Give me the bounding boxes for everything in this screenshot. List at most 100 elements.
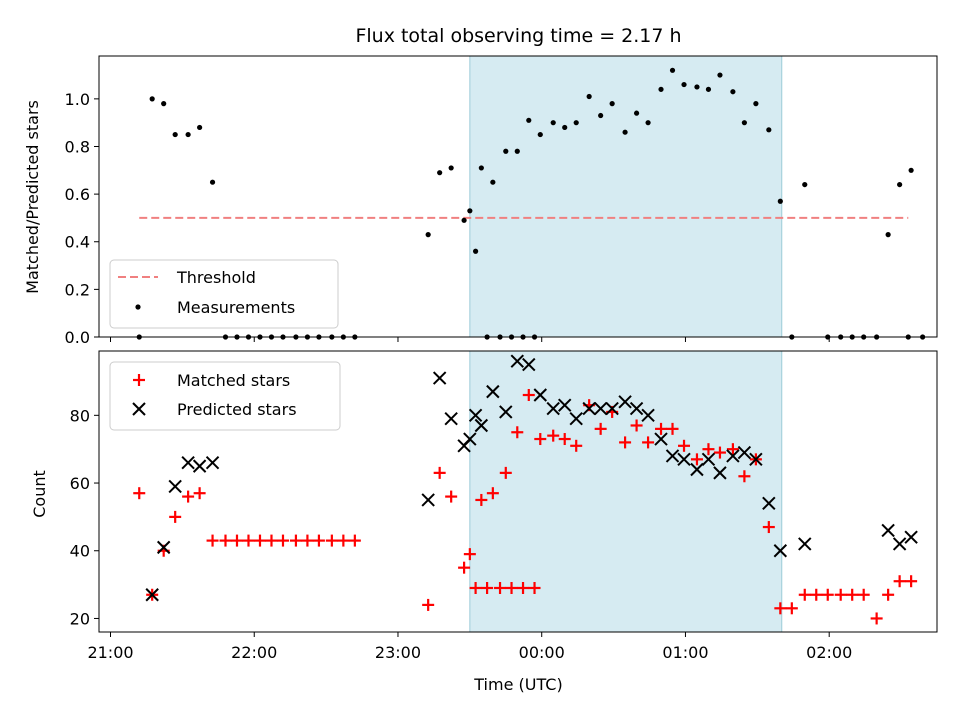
measurement-point xyxy=(490,179,496,185)
matched-star-point xyxy=(463,548,476,561)
measurement-point xyxy=(753,101,759,107)
top-y-tick-label: 0.4 xyxy=(65,233,90,252)
measurement-point xyxy=(694,84,700,90)
measurement-point xyxy=(586,93,592,100)
measurement-point xyxy=(766,127,772,133)
legend-measurements-swatch xyxy=(135,304,141,310)
matched-star-point xyxy=(219,534,232,547)
bottom-y-tick-label: 40 xyxy=(70,542,90,561)
measurement-point xyxy=(717,72,723,78)
matched-star-point xyxy=(481,581,494,594)
matched-star-point xyxy=(857,588,870,601)
matched-star-point xyxy=(433,466,446,479)
legend-predicted-swatch xyxy=(132,402,146,416)
measurement-point xyxy=(503,148,509,154)
matched-star-point xyxy=(547,429,560,442)
predicted-star-point xyxy=(726,449,740,463)
measurement-point xyxy=(730,89,736,95)
matched-star-point xyxy=(133,487,146,500)
predicted-star-point xyxy=(522,357,536,372)
matched-star-point xyxy=(469,581,482,594)
matched-star-point xyxy=(642,436,655,449)
top-y-tick-label: 0.6 xyxy=(65,185,90,204)
top-panel: 0.0 0.2 0.4 0.6 0.8 1.0 Matched/Predicted sta… xyxy=(23,55,938,347)
legend-matched-swatch xyxy=(133,374,145,386)
predicted-star-point xyxy=(798,537,812,551)
measurement-points xyxy=(136,67,926,340)
bottom-x-tick-label: 22:00 xyxy=(231,643,277,662)
measurement-point xyxy=(802,181,808,188)
matched-star-point xyxy=(528,581,541,594)
matched-star-point xyxy=(630,419,643,432)
top-y-tick-label: 0.8 xyxy=(65,137,90,156)
matched-star-point xyxy=(182,490,195,503)
matched-star-point xyxy=(265,534,278,547)
predicted-stars-points xyxy=(145,354,918,602)
predicted-star-point xyxy=(701,452,716,467)
bottom-legend-box xyxy=(109,361,341,431)
bottom-highlight-span xyxy=(469,350,783,633)
matched-star-point xyxy=(517,581,530,594)
matched-star-point xyxy=(619,436,632,449)
measurement-point xyxy=(437,170,443,176)
measurement-point xyxy=(598,112,604,119)
predicted-star-point xyxy=(762,496,776,511)
matched-star-point xyxy=(230,534,243,547)
bottom-legend: Matched stars Predicted stars xyxy=(109,361,341,431)
predicted-star-point xyxy=(558,398,572,412)
predicted-star-point xyxy=(605,401,619,416)
matched-star-point xyxy=(846,588,859,601)
measurement-point xyxy=(897,181,903,188)
x-axis-label: Time (UTC) xyxy=(473,675,562,694)
predicted-star-point xyxy=(463,432,477,446)
legend-matched-label: Matched stars xyxy=(177,371,290,390)
predicted-star-point xyxy=(892,537,907,551)
predicted-star-point xyxy=(737,445,752,460)
matched-star-point xyxy=(713,446,726,459)
measurement-point xyxy=(622,129,628,135)
matched-star-point xyxy=(655,422,668,435)
top-y-tick-label: 0.0 xyxy=(65,328,90,347)
top-chart-title: Flux total observing time = 2.17 h xyxy=(355,25,681,47)
predicted-star-point xyxy=(629,401,644,416)
predicted-star-point xyxy=(569,412,583,426)
matched-star-point xyxy=(882,588,895,601)
bottom-x-tick-label: 00:00 xyxy=(519,643,565,662)
predicted-star-point xyxy=(690,462,704,477)
matched-star-point xyxy=(276,534,289,547)
measurement-point xyxy=(149,96,155,102)
top-highlight-span xyxy=(469,55,783,338)
predicted-star-point xyxy=(168,479,182,494)
matched-star-point xyxy=(253,534,266,547)
measurement-point xyxy=(562,124,568,131)
matched-star-point xyxy=(738,470,751,483)
measurement-point xyxy=(537,131,543,138)
predicted-star-point xyxy=(510,354,524,368)
matched-star-point xyxy=(475,493,488,506)
matched-star-point xyxy=(348,534,361,547)
matched-star-point xyxy=(325,534,338,547)
matched-star-point xyxy=(702,443,715,456)
matched-star-point xyxy=(798,588,811,601)
predicted-star-point xyxy=(474,418,489,433)
matched-star-point xyxy=(422,598,435,611)
bottom-y-tick-label: 80 xyxy=(70,406,90,425)
measurement-point xyxy=(448,165,454,171)
matched-star-point xyxy=(458,561,471,574)
predicted-star-point xyxy=(444,412,458,426)
measurement-point xyxy=(172,131,178,138)
matched-star-point xyxy=(834,588,847,601)
predicted-star-point xyxy=(654,432,668,446)
matched-star-point xyxy=(821,588,834,601)
matched-star-point xyxy=(726,443,739,456)
measurement-point xyxy=(669,67,676,73)
top-x-ticks xyxy=(109,337,830,342)
predicted-star-point xyxy=(205,456,220,470)
matched-star-point xyxy=(312,534,325,547)
matched-star-point xyxy=(499,466,512,479)
measurement-point xyxy=(478,165,484,171)
top-y-tick-label: 1.0 xyxy=(65,90,90,109)
measurement-point xyxy=(908,167,914,173)
matched-star-point xyxy=(242,534,255,547)
